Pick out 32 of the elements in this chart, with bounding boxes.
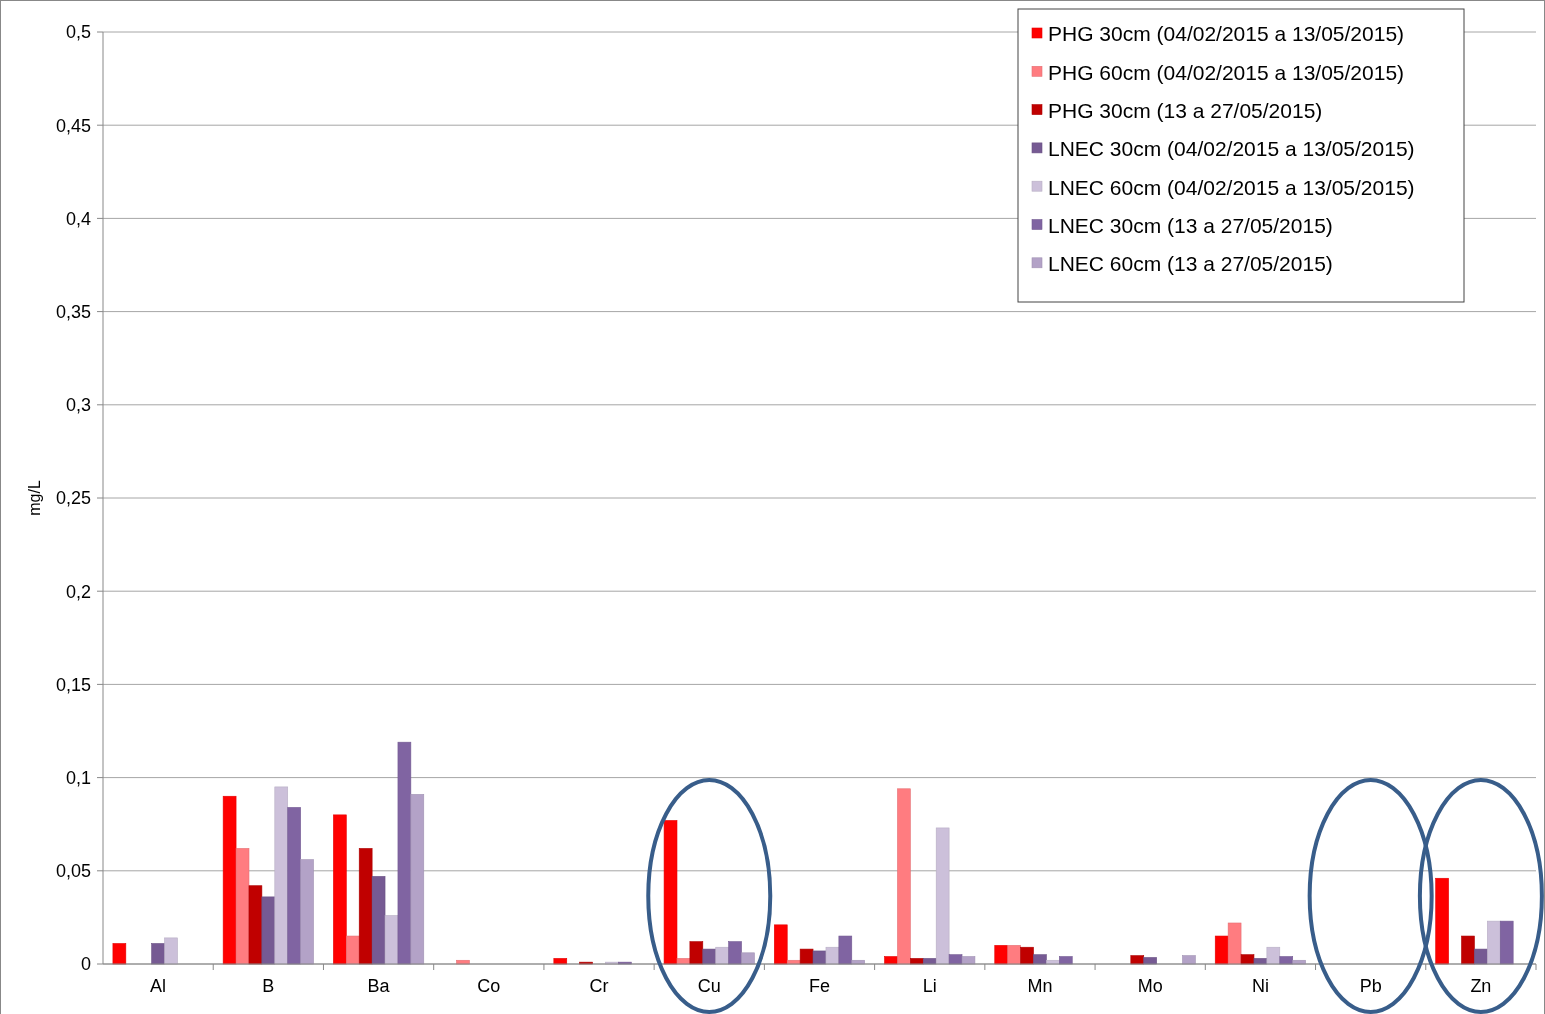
y-tick-label: 0,5 <box>65 22 91 43</box>
legend-label: LNEC 60cm (04/02/2015 a 13/05/2015) <box>1048 175 1415 199</box>
x-tick-label: Cu <box>697 976 721 996</box>
y-tick-label: 0,3 <box>65 395 91 416</box>
x-tick-label: Li <box>922 976 937 996</box>
x-tick-label: Ni <box>1251 976 1269 996</box>
x-tick-label: Co <box>477 976 501 996</box>
y-axis-title: mg/L <box>26 480 43 516</box>
x-tick-label: B <box>262 976 275 996</box>
y-tick-label: 0,25 <box>55 488 91 509</box>
x-tick-label: Mn <box>1027 976 1053 996</box>
legend-label: PHG 30cm (13 a 27/05/2015) <box>1048 98 1323 122</box>
legend-label: PHG 30cm (04/02/2015 a 13/05/2015) <box>1048 22 1405 46</box>
x-tick-label: Pb <box>1359 976 1382 996</box>
y-tick-label: 0,1 <box>65 767 91 788</box>
y-tick-label: 0,2 <box>65 581 91 602</box>
x-tick-label: Al <box>150 976 167 996</box>
y-tick-label: 0,35 <box>55 301 91 322</box>
y-tick-label: 0,45 <box>55 115 91 136</box>
y-tick-label: 0,05 <box>55 861 91 882</box>
x-tick-label: Fe <box>808 976 831 996</box>
legend-label: LNEC 60cm (13 a 27/05/2015) <box>1048 252 1333 276</box>
x-tick-label: Zn <box>1470 976 1492 996</box>
legend-label: PHG 60cm (04/02/2015 a 13/05/2015) <box>1048 60 1405 84</box>
x-tick-label: Cr <box>589 976 609 996</box>
y-tick-label: 0,15 <box>55 674 91 695</box>
y-tick-label: 0,4 <box>65 208 91 229</box>
x-tick-label: Mo <box>1137 976 1163 996</box>
legend-label: LNEC 30cm (04/02/2015 a 13/05/2015) <box>1048 137 1415 161</box>
legend-label: LNEC 30cm (13 a 27/05/2015) <box>1048 213 1333 237</box>
y-tick-label: 0 <box>80 954 91 975</box>
x-tick-label: Ba <box>367 976 391 996</box>
